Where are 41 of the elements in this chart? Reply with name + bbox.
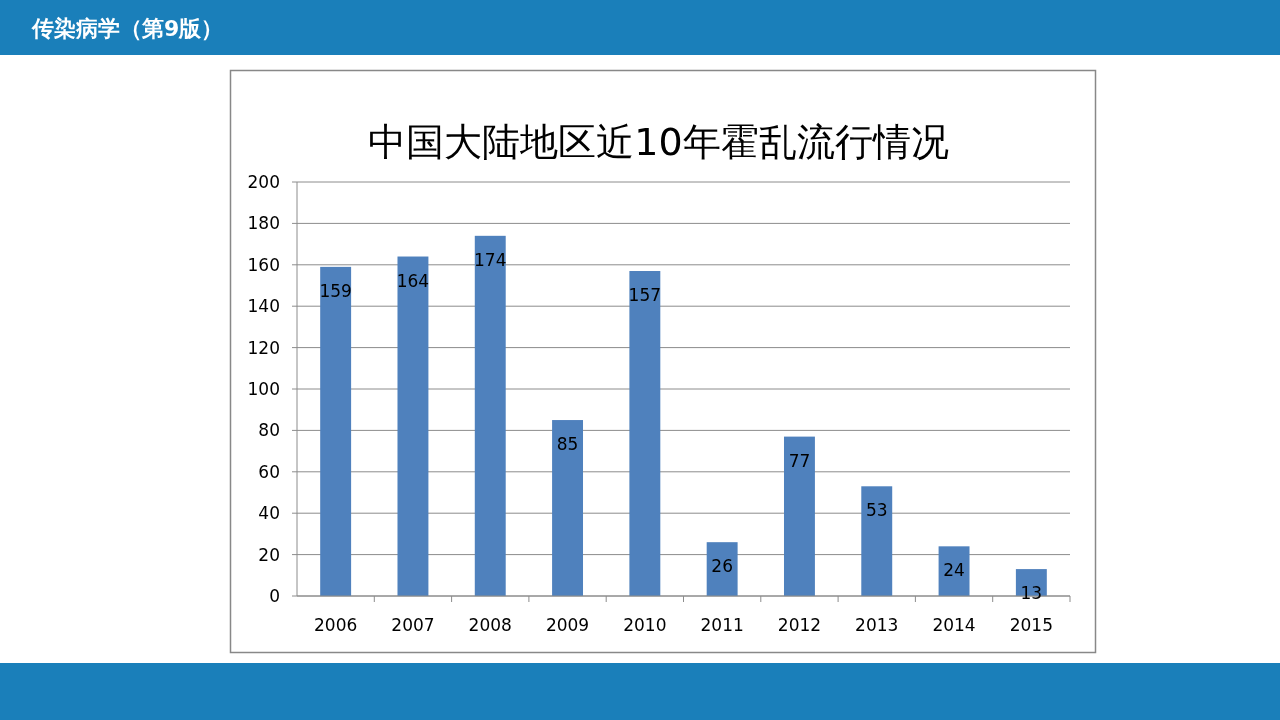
- data-label: 174: [474, 249, 507, 270]
- data-label: 85: [556, 434, 579, 455]
- y-tick-label: 160: [247, 254, 280, 275]
- data-label: 157: [628, 285, 662, 306]
- x-tick-label: 2006: [314, 615, 358, 635]
- x-tick-label: 2014: [932, 615, 976, 635]
- data-label: 159: [319, 280, 352, 301]
- y-tick-label: 100: [247, 378, 280, 399]
- y-tick-label: 0: [269, 585, 280, 606]
- x-tick-label: 2012: [777, 615, 822, 635]
- bar: [861, 486, 893, 596]
- bar: [397, 256, 429, 596]
- bar: [706, 542, 738, 596]
- bar: [320, 266, 352, 596]
- y-tick-label: 40: [258, 503, 280, 524]
- x-tick-label: 2015: [1009, 615, 1053, 635]
- y-tick-label: 80: [258, 420, 280, 441]
- text: 传染病学（第9版）: [31, 16, 224, 41]
- x-tick-label: 2013: [855, 615, 899, 635]
- x-tick-label: 2010: [623, 615, 667, 635]
- bar: [783, 436, 815, 596]
- x-tick-label: 2008: [468, 615, 512, 635]
- data-label: 24: [943, 560, 965, 581]
- bar: [938, 546, 970, 596]
- y-tick-label: 180: [247, 213, 280, 234]
- data-label: 164: [396, 270, 430, 291]
- x-tick-label: 2009: [545, 615, 590, 635]
- data-label: 77: [788, 450, 811, 471]
- bar: [552, 420, 584, 596]
- x-tick-label: 2007: [391, 615, 435, 635]
- y-tick-label: 60: [258, 461, 280, 482]
- y-tick-label: 200: [247, 171, 280, 192]
- y-tick-label: 140: [247, 296, 280, 317]
- bar: [474, 235, 506, 596]
- data-label: 53: [865, 500, 888, 521]
- data-label: 26: [711, 556, 733, 577]
- x-tick-label: 2011: [700, 615, 744, 635]
- y-tick-label: 120: [247, 337, 280, 358]
- y-tick-label: 20: [258, 544, 280, 565]
- chart-title: 中国大陆地区近10年霍乱流行情况: [368, 120, 949, 164]
- bar: [629, 271, 661, 596]
